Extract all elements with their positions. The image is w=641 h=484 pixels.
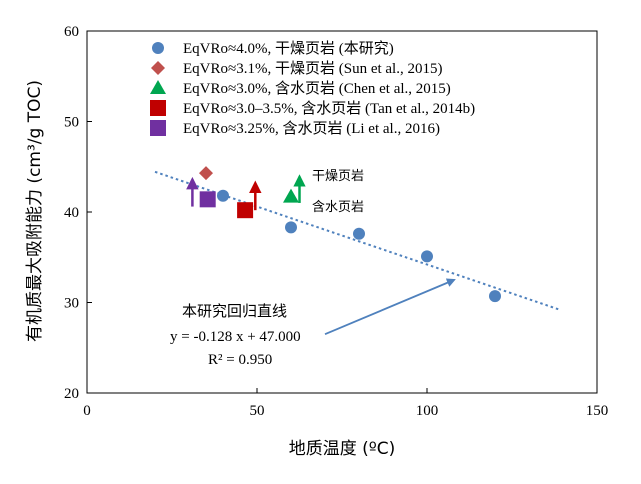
legend-label: EqVRo≈3.0–3.5%, 含水页岩 (Tan et al., 2014b) <box>183 100 475 117</box>
data-point <box>285 221 297 234</box>
x-tick-label: 50 <box>250 403 265 419</box>
x-tick-label: 100 <box>416 403 439 419</box>
data-point <box>353 227 365 240</box>
data-marks <box>154 166 560 336</box>
legend-label: EqVRo≈3.1%, 干燥页岩 (Sun et al., 2015) <box>183 60 442 77</box>
y-tick-label: 60 <box>64 24 79 40</box>
data-point <box>199 191 216 208</box>
y-axis-title: 有机质最大吸附能力 (cm³/g TOC) <box>25 80 45 342</box>
fit-equation: y = -0.128 x + 47.000 <box>170 329 301 345</box>
wet-shale-label: 含水页岩 <box>312 199 364 215</box>
x-axis-title: 地质温度 (ºC) <box>289 439 396 459</box>
axes: 20 30 40 50 60 0 50 100 150 <box>64 24 608 419</box>
legend-marker <box>152 42 164 54</box>
data-point <box>199 166 213 181</box>
data-point <box>283 188 299 203</box>
x-tick-label: 0 <box>83 403 91 419</box>
data-point <box>237 202 254 219</box>
data-point <box>421 250 433 263</box>
y-tick-label: 30 <box>64 296 79 312</box>
data-point <box>489 290 501 303</box>
legend-marker <box>150 100 166 116</box>
legend-marker <box>150 120 166 136</box>
fit-r2: R² = 0.950 <box>208 352 272 368</box>
dry-shale-label: 干燥页岩 <box>312 169 364 184</box>
y-tick-label: 20 <box>64 386 79 402</box>
fit-pointer-arrow <box>324 278 456 336</box>
legend-marker <box>150 80 166 94</box>
data-point <box>217 189 229 202</box>
legend-label: EqVRo≈3.0%, 含水页岩 (Chen et al., 2015) <box>183 80 451 97</box>
x-tick-label: 150 <box>586 403 609 419</box>
fit-title: 本研究回归直线 <box>182 302 287 320</box>
y-tick-label: 40 <box>64 205 79 221</box>
legend: EqVRo≈4.0%, 干燥页岩 (本研究) EqVRo≈3.1%, 干燥页岩 (… <box>150 40 475 137</box>
legend-label: EqVRo≈4.0%, 干燥页岩 (本研究) <box>183 40 394 57</box>
legend-label: EqVRo≈3.25%, 含水页岩 (Li et al., 2016) <box>183 120 440 137</box>
y-tick-label: 50 <box>64 115 79 131</box>
legend-marker <box>151 61 165 75</box>
